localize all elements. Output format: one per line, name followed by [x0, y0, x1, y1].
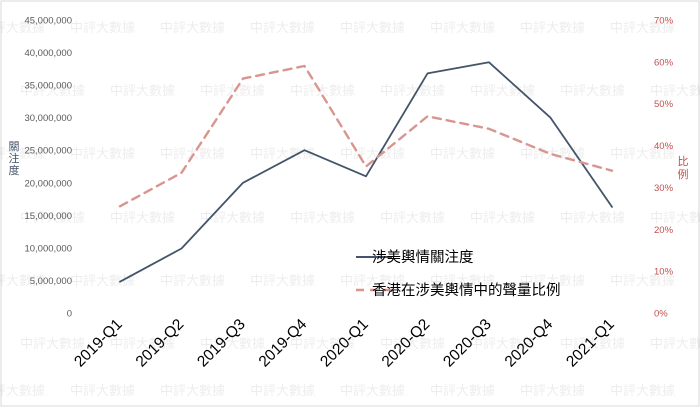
watermark-text: 中評大數據: [430, 21, 495, 36]
watermark-text: 中評大數據: [290, 337, 355, 352]
watermark-text: 中評大數據: [470, 337, 535, 352]
watermark-text: 中評大數據: [520, 384, 585, 399]
watermark-text: 中評大數據: [110, 337, 175, 352]
watermark-text: 中評大數據: [650, 84, 700, 99]
left-axis-tick-label: 20,000,000: [24, 178, 72, 189]
watermark-text: 中評大數據: [0, 274, 45, 289]
watermark-text: 中評大數據: [340, 21, 405, 36]
watermark-text: 中評大數據: [380, 84, 445, 99]
right-axis-tick-label: 20%: [654, 225, 674, 236]
watermark-text: 中評大數據: [160, 21, 225, 36]
watermark-text: 中評大數據: [20, 84, 85, 99]
watermark-text: 中評大數據: [610, 274, 675, 289]
watermark-text: 中評大數據: [20, 211, 85, 226]
left-axis-tick-label: 30,000,000: [24, 113, 72, 124]
watermark-text: 中評大數據: [290, 84, 355, 99]
left-axis-tick-label: 25,000,000: [24, 146, 72, 157]
left-axis-tick-label: 35,000,000: [24, 81, 72, 92]
left-axis-tick-label: 15,000,000: [24, 211, 72, 222]
watermark-text: 中評大數據: [160, 384, 225, 399]
watermark-text: 中評大數據: [650, 337, 700, 352]
watermark-text: 中評大數據: [340, 274, 405, 289]
right-axis-tick-label: 30%: [654, 183, 674, 194]
watermark-text: 中評大數據: [560, 84, 625, 99]
watermark-text: 中評大數據: [520, 21, 585, 36]
watermark-text: 中評大數據: [200, 84, 265, 99]
watermark-text: 中評大數據: [70, 274, 135, 289]
right-axis-tick-label: 50%: [654, 99, 674, 110]
left-axis-ticks: 0 5,000,000 10,000,000 15,000,000 20,000,000…: [24, 16, 72, 320]
watermark-text: 中評大數據: [250, 274, 315, 289]
watermark-text: 中評大數據: [160, 274, 225, 289]
watermark-text: 中評大數據: [520, 274, 585, 289]
watermark-text: 中評大數據: [290, 211, 355, 226]
watermark-text: 中評大數據: [70, 147, 135, 162]
watermark-text: 中評大數據: [0, 384, 45, 399]
watermark-text: 中評大數據: [200, 211, 265, 226]
right-axis-ticks: 0% 10% 20% 30% 40% 50% 60% 70%: [654, 16, 674, 320]
right-axis-tick-label: 40%: [654, 141, 674, 152]
watermark-text: 中評大數據: [470, 211, 535, 226]
watermark-text: 中評大數據: [430, 384, 495, 399]
right-axis-tick-label: 70%: [654, 16, 674, 27]
watermark-text: 中評大數據: [250, 21, 315, 36]
left-axis-tick-label: 10,000,000: [24, 243, 72, 254]
watermark-text: 中評大數據: [650, 211, 700, 226]
watermark-text: 中評大數據: [560, 337, 625, 352]
watermark-text: 中評大數據: [610, 384, 675, 399]
watermark-text: 中評大數據: [0, 147, 45, 162]
right-axis-tick-label: 0%: [654, 309, 668, 320]
watermark-text: 中評大數據: [380, 211, 445, 226]
legend-label: 涉美輿情關注度: [372, 249, 474, 266]
watermark-text: 中評大數據: [380, 337, 445, 352]
watermark-text: 中評大數據: [250, 384, 315, 399]
left-axis-tick-label: 45,000,000: [24, 16, 72, 27]
watermark-text: 中評大數據: [560, 211, 625, 226]
watermark-text: 中評大數據: [610, 147, 675, 162]
watermark-text: 中評大數據: [20, 337, 85, 352]
watermark-text: 中評大數據: [430, 147, 495, 162]
left-axis-tick-label: 40,000,000: [24, 48, 72, 59]
watermark-text: 中評大數據: [110, 84, 175, 99]
watermark-text: 中評大數據: [200, 337, 265, 352]
right-axis-title: 比例: [678, 155, 689, 181]
right-axis-tick-label: 60%: [654, 57, 674, 68]
left-axis-tick-label: 0: [67, 309, 72, 320]
watermark-layer: 中評大數據中評大數據中評大數據中評大數據中評大數據中評大數據中評大數據中評大數據…: [0, 21, 700, 399]
legend-label: 香港在涉美輿情中的聲量比例: [372, 282, 561, 299]
watermark-text: 中評大數據: [470, 84, 535, 99]
left-axis-title: 關注度: [9, 140, 20, 177]
watermark-text: 中評大數據: [70, 21, 135, 36]
watermark-text: 中評大數據: [340, 384, 405, 399]
watermark-text: 中評大數據: [250, 147, 315, 162]
watermark-text: 中評大數據: [610, 21, 675, 36]
watermark-text: 中評大數據: [110, 211, 175, 226]
series-layer: [118, 61, 614, 283]
watermark-text: 中評大數據: [70, 384, 135, 399]
axis-titles: 關注度 比例: [9, 140, 689, 181]
left-axis-tick-label: 5,000,000: [30, 276, 72, 287]
watermark-text: 中評大數據: [430, 274, 495, 289]
series-line-2: [118, 64, 614, 208]
right-axis-tick-label: 10%: [654, 267, 674, 278]
watermark-text: 中評大數據: [0, 21, 45, 36]
series-line-1: [119, 61, 613, 283]
